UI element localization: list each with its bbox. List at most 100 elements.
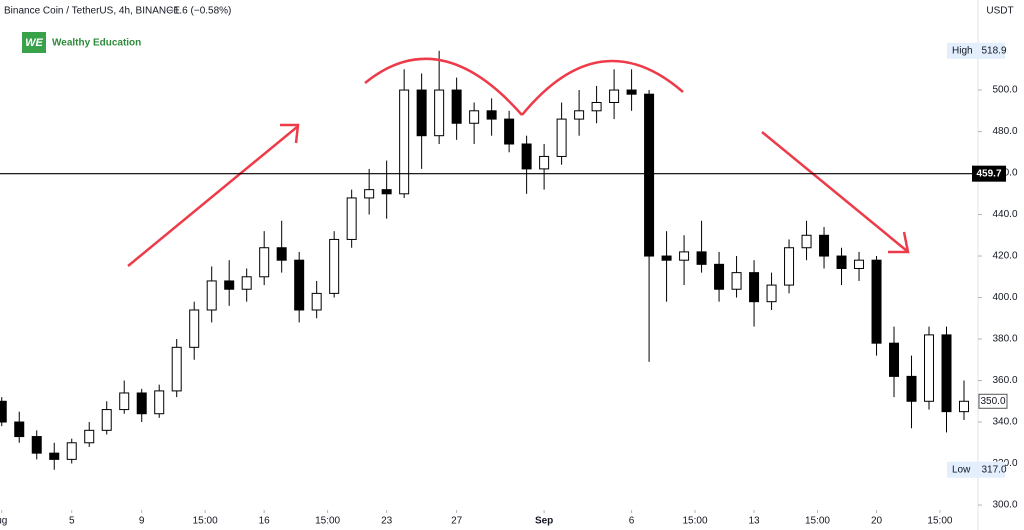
x-tick-label: 16 xyxy=(259,516,271,527)
candle-body xyxy=(381,189,392,195)
low-label-value: 317.0 xyxy=(981,464,1006,475)
candle-body xyxy=(661,255,672,261)
candle-body xyxy=(696,251,707,265)
arc-right xyxy=(521,59,684,116)
candle-body xyxy=(329,238,340,294)
y-tick-label: 300.0 xyxy=(992,500,1017,511)
candle-body xyxy=(154,390,165,415)
candle-body xyxy=(0,400,7,423)
candle-body xyxy=(294,259,305,311)
y-tick-label: 360.0 xyxy=(992,375,1017,386)
arrow-up xyxy=(127,126,298,267)
candle-body xyxy=(206,280,217,311)
candle-body xyxy=(574,110,585,120)
candle-body xyxy=(644,93,655,257)
arc-left xyxy=(364,57,523,116)
x-tick-label: 9 xyxy=(139,516,145,527)
brand-logo-box xyxy=(22,32,46,53)
candle-body xyxy=(591,101,602,112)
x-tick-label: 23 xyxy=(381,516,393,527)
y-tick-label: 380.0 xyxy=(992,334,1017,345)
candle-body xyxy=(276,247,287,261)
candle-body xyxy=(941,334,952,413)
x-tick-label: 15:00 xyxy=(315,516,340,527)
y-tick-label: 400.0 xyxy=(992,292,1017,303)
candle-body xyxy=(854,259,865,269)
x-tick-label: Sep xyxy=(535,516,553,527)
candle-body xyxy=(416,89,427,137)
candle-body xyxy=(399,89,410,195)
x-tick-label: 13 xyxy=(748,516,760,527)
low-label-box xyxy=(947,461,1005,478)
x-tick-label: 5 xyxy=(69,516,75,527)
candle-body xyxy=(539,155,550,170)
candle-body xyxy=(504,118,515,145)
candle-body xyxy=(801,234,812,249)
candle-body xyxy=(189,309,200,348)
x-tick-label: ug xyxy=(0,516,7,527)
candle-body xyxy=(906,375,917,402)
y-tick-label: 500.0 xyxy=(992,85,1017,96)
candle-body xyxy=(434,89,445,137)
candle-body xyxy=(346,197,357,240)
level-label-box xyxy=(972,165,1006,182)
candle-body xyxy=(469,110,480,124)
candle-body xyxy=(819,234,830,257)
candle-body xyxy=(486,110,497,120)
y-tick-label: 340.0 xyxy=(992,417,1017,428)
brand-name: Wealthy Education xyxy=(52,38,141,49)
x-tick-label: 6 xyxy=(629,516,635,527)
price-change: −1.6 (−0.58%) xyxy=(168,6,231,17)
candle-body xyxy=(679,251,690,261)
candle-body xyxy=(836,255,847,269)
high-label-value: 518.9 xyxy=(981,45,1006,56)
y-tick-label: 320.0 xyxy=(992,458,1017,469)
candle-body xyxy=(119,392,130,411)
candle-body xyxy=(626,89,637,95)
level-label: 459.7 xyxy=(976,168,1001,179)
candle-body xyxy=(14,421,25,438)
candle-body xyxy=(171,346,182,392)
y-tick-label: 420.0 xyxy=(992,251,1017,262)
high-label-name: High xyxy=(952,45,973,56)
x-tick-label: 27 xyxy=(451,516,463,527)
candle-body xyxy=(959,400,970,413)
candle-body xyxy=(766,284,777,303)
last-price: 350.0 xyxy=(980,396,1005,407)
candle-body xyxy=(714,263,725,290)
candle-body xyxy=(66,442,77,460)
candle-body xyxy=(224,280,235,290)
candle-body xyxy=(609,89,620,103)
brand-logo: WE xyxy=(25,37,43,49)
candle-body xyxy=(49,452,60,460)
candle-body xyxy=(31,436,42,454)
candle-body xyxy=(364,189,375,199)
low-label-name: Low xyxy=(952,464,971,475)
candle-body xyxy=(84,429,95,444)
candle-body xyxy=(871,259,882,344)
candle-body xyxy=(784,247,795,286)
arrow-down xyxy=(761,131,908,252)
candle-body xyxy=(311,292,322,311)
candle-body xyxy=(101,409,112,431)
candle-body xyxy=(521,143,532,170)
x-tick-label: 15:00 xyxy=(927,516,952,527)
y-tick-label: 440.0 xyxy=(992,209,1017,220)
x-tick-label: 15:00 xyxy=(805,516,830,527)
high-label-box xyxy=(947,42,1005,59)
candle-body xyxy=(136,392,147,415)
candle-body xyxy=(451,89,462,124)
y-tick-label: 480.0 xyxy=(992,126,1017,137)
candle-body xyxy=(259,247,270,278)
candle-body xyxy=(241,276,252,290)
chart-title: Binance Coin / TetherUS, 4h, BINANCE xyxy=(4,6,180,17)
annotations xyxy=(127,57,910,267)
candle-body xyxy=(556,118,567,157)
candle-body xyxy=(924,334,935,402)
unit-label: USDT xyxy=(986,6,1013,17)
candle-body xyxy=(731,272,742,290)
x-tick-label: 15:00 xyxy=(682,516,707,527)
x-tick-label: 20 xyxy=(871,516,883,527)
